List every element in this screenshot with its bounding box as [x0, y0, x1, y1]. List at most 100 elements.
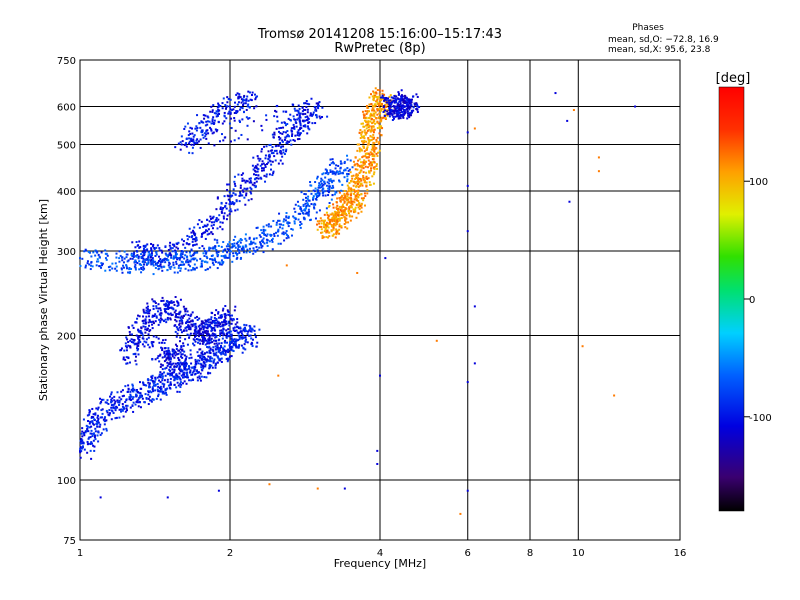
data-point	[152, 300, 155, 303]
data-point	[88, 410, 91, 413]
data-point	[240, 133, 243, 136]
data-point	[225, 207, 228, 210]
data-point	[232, 255, 235, 258]
data-point	[281, 132, 284, 135]
data-point	[155, 263, 158, 266]
data-point	[196, 223, 199, 226]
data-point	[171, 355, 174, 358]
data-point	[365, 181, 368, 184]
data-point	[168, 362, 171, 365]
data-point	[353, 190, 356, 193]
data-point	[466, 230, 469, 233]
trace-scattered-warm	[268, 109, 616, 515]
data-point	[334, 173, 337, 176]
data-point	[299, 206, 302, 209]
data-point	[211, 329, 214, 332]
data-point	[166, 316, 169, 319]
data-point	[335, 164, 338, 167]
data-point	[297, 104, 300, 107]
data-point	[230, 335, 233, 338]
data-point	[357, 191, 360, 194]
data-point	[219, 263, 222, 266]
data-point	[140, 327, 143, 330]
data-point	[357, 186, 360, 189]
data-point	[389, 110, 392, 113]
trace-f-region-spread	[129, 90, 329, 270]
data-point	[201, 322, 204, 325]
data-point	[164, 261, 167, 264]
data-point	[201, 134, 204, 137]
data-point	[354, 168, 357, 171]
data-point	[161, 372, 164, 375]
data-point	[359, 129, 362, 132]
data-point	[213, 321, 216, 324]
data-point	[169, 318, 172, 321]
data-point	[192, 378, 195, 381]
data-point	[370, 169, 373, 172]
data-point	[143, 254, 146, 257]
data-point	[222, 217, 225, 220]
data-point	[279, 242, 282, 245]
data-point	[283, 239, 286, 242]
data-point	[170, 265, 173, 268]
data-point	[362, 178, 365, 181]
data-point	[290, 127, 293, 130]
data-point	[194, 372, 197, 375]
data-point	[183, 354, 186, 357]
data-point	[112, 406, 115, 409]
data-point	[180, 362, 183, 365]
data-point	[372, 138, 375, 141]
data-point	[190, 269, 193, 272]
data-point	[215, 354, 218, 357]
data-point	[151, 298, 154, 301]
data-point	[146, 248, 149, 251]
data-point	[211, 341, 214, 344]
data-point	[122, 358, 125, 361]
data-point	[171, 368, 174, 371]
data-point	[221, 309, 224, 312]
data-point	[241, 177, 244, 180]
data-point	[190, 138, 193, 141]
data-point	[183, 263, 186, 266]
data-point	[175, 335, 178, 338]
data-point	[368, 140, 371, 143]
data-point	[184, 327, 187, 330]
data-point	[250, 341, 253, 344]
data-point	[202, 136, 205, 139]
data-point	[253, 325, 256, 328]
data-point	[216, 239, 219, 242]
data-point	[229, 250, 232, 253]
data-point	[293, 222, 296, 225]
data-point	[358, 147, 361, 150]
data-point	[144, 331, 147, 334]
data-point	[135, 342, 138, 345]
data-point	[151, 377, 154, 380]
data-point	[192, 253, 195, 256]
data-point	[185, 261, 188, 264]
data-point	[125, 356, 128, 359]
data-point	[164, 338, 167, 341]
data-point	[217, 357, 220, 360]
data-point	[177, 142, 180, 145]
data-point	[324, 223, 327, 226]
data-point	[435, 339, 438, 342]
data-point	[356, 271, 359, 274]
data-point	[191, 235, 194, 238]
data-point	[243, 179, 246, 182]
data-point	[167, 356, 170, 359]
data-point	[267, 150, 270, 153]
data-point	[202, 365, 205, 368]
data-point	[135, 388, 138, 391]
data-point	[190, 356, 193, 359]
data-point	[204, 331, 207, 334]
data-point	[179, 141, 182, 144]
data-point	[347, 169, 350, 172]
data-point	[90, 415, 93, 418]
data-point	[402, 116, 405, 119]
data-point	[354, 156, 357, 159]
data-point	[118, 416, 121, 419]
data-point	[304, 209, 307, 212]
data-point	[207, 132, 210, 135]
data-point	[183, 371, 186, 374]
data-point	[346, 199, 349, 202]
